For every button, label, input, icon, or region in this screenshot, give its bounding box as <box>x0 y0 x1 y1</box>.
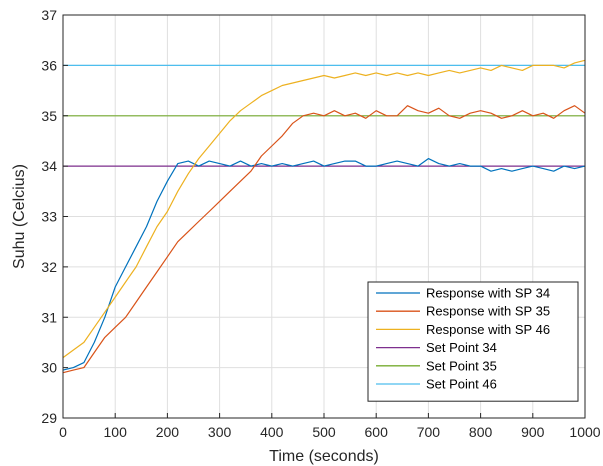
x-tick-label: 900 <box>521 424 545 440</box>
legend-entry: Response with SP 35 <box>426 304 550 319</box>
axis-ticks: 0 100 200 300 400 500 600 700 800 900 1000 29 30 31 32… <box>41 7 600 440</box>
x-axis-label: Time (seconds) <box>269 448 379 465</box>
legend-entry: Response with SP 34 <box>426 286 550 301</box>
legend-box <box>367 281 579 402</box>
x-tick-label: 100 <box>104 424 128 440</box>
legend: Response with SP 34 Response with SP 35 Re… <box>367 281 579 402</box>
y-tick-label: 33 <box>41 209 57 225</box>
legend-entry: Set Point 46 <box>426 377 497 392</box>
y-tick-label: 34 <box>41 158 57 174</box>
x-tick-label: 400 <box>260 424 284 440</box>
x-tick-label: 200 <box>156 424 180 440</box>
x-tick-label: 700 <box>417 424 441 440</box>
y-tick-label: 29 <box>41 410 57 426</box>
series-line-0 <box>62 158 586 371</box>
legend-entry: Set Point 35 <box>426 358 497 373</box>
series-line-2 <box>62 59 586 359</box>
y-tick-label: 37 <box>41 7 57 23</box>
x-tick-label: 300 <box>208 424 232 440</box>
y-tick-label: 30 <box>41 360 57 376</box>
legend-entry: Set Point 34 <box>426 340 497 355</box>
x-tick-label: 500 <box>312 424 336 440</box>
x-tick-label: 800 <box>469 424 493 440</box>
y-axis-label: Suhu (Celcius) <box>11 164 28 269</box>
y-tick-label: 31 <box>41 309 57 325</box>
series-line-1 <box>62 105 586 374</box>
y-tick-label: 36 <box>41 57 57 73</box>
x-tick-label: 0 <box>59 424 67 440</box>
series-lines <box>62 59 586 374</box>
x-tick-label: 600 <box>365 424 389 440</box>
y-tick-label: 35 <box>41 108 57 124</box>
y-tick-label: 32 <box>41 259 57 275</box>
x-tick-label: 1000 <box>569 424 600 440</box>
legend-entry: Response with SP 46 <box>426 322 550 337</box>
